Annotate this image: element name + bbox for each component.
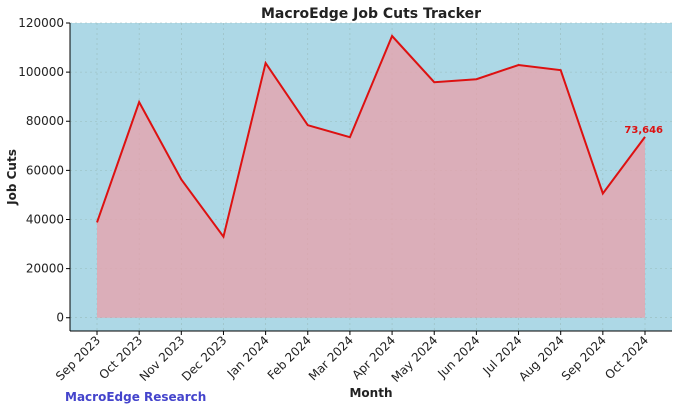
x-tick-label: Aug 2024 (516, 333, 567, 384)
area (97, 36, 645, 318)
x-tick-label: May 2024 (389, 333, 441, 385)
y-tick-label: 0 (56, 311, 64, 325)
y-tick-label: 120000 (18, 16, 64, 30)
x-tick-label: Dec 2023 (179, 333, 230, 384)
y-tick-label: 40000 (26, 212, 64, 226)
source-label: MacroEdge Research (65, 390, 206, 404)
y-axis-label: Job Cuts (5, 149, 19, 206)
y-tick-label: 80000 (26, 114, 64, 128)
x-tick-label: Mar 2024 (306, 333, 356, 383)
line (96, 34, 646, 240)
x-tick-label: Oct 2024 (602, 333, 651, 382)
x-tick-label: Jun 2024 (434, 333, 482, 381)
y-tick-label: 60000 (26, 163, 64, 177)
x-tick-label: Nov 2023 (137, 333, 188, 384)
x-tick-label: Jan 2024 (224, 333, 272, 381)
x-tick-label: Sep 2024 (559, 333, 609, 383)
value-label: 73,646 (624, 125, 663, 136)
x-tick-label: Sep 2023 (53, 333, 103, 383)
chart-title: MacroEdge Job Cuts Tracker (261, 6, 481, 22)
x-axis-label: Month (349, 386, 392, 400)
y-tick-label: 20000 (26, 262, 64, 276)
y-tick-label: 100000 (18, 65, 64, 79)
